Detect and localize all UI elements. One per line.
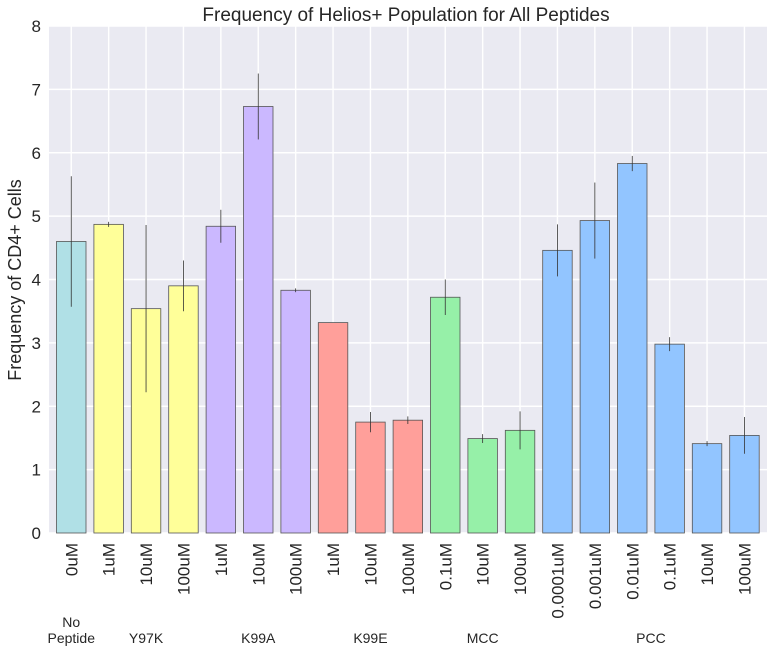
bar (205, 225, 237, 534)
group-label: Peptide (48, 630, 96, 646)
y-tick-label: 5 (32, 207, 41, 226)
bar (392, 419, 424, 534)
y-tick-label: 2 (32, 397, 41, 416)
bar (617, 163, 648, 534)
x-tick-label: 100uM (511, 543, 530, 595)
group-label: MCC (467, 630, 499, 646)
bar (243, 106, 274, 534)
x-tick-label: 10uM (474, 543, 493, 586)
y-axis-label: Frequency of CD4+ Cells (5, 179, 25, 381)
x-tick-label: 0.1uM (436, 543, 455, 590)
x-tick-label: 1uM (100, 543, 119, 576)
y-tick-label: 1 (32, 461, 41, 480)
x-tick-label: 0.0001uM (548, 543, 567, 619)
bar (654, 343, 685, 534)
x-tick-label: 0uM (62, 543, 81, 576)
x-tick-label: 100uM (287, 543, 306, 595)
group-label: Y97K (129, 630, 164, 646)
bar (317, 322, 349, 534)
bar (430, 296, 461, 534)
x-tick-label: 1uM (324, 543, 343, 576)
y-tick-label: 7 (32, 80, 41, 99)
x-tick-label: 0.01uM (623, 543, 642, 600)
y-tick-label: 3 (32, 334, 41, 353)
y-axis-ticks: 0 1 2 3 4 5 6 7 8 (32, 17, 41, 543)
group-label: No (62, 614, 80, 630)
x-tick-label: 10uM (137, 543, 156, 586)
x-tick-label: 0.1uM (661, 543, 680, 590)
bar (467, 438, 498, 534)
bar (355, 421, 386, 534)
x-tick-label: 100uM (174, 543, 193, 595)
error-bars (70, 73, 745, 454)
bar (691, 443, 723, 534)
bar (93, 223, 124, 534)
group-label: K99A (241, 630, 276, 646)
y-tick-label: 4 (32, 271, 41, 290)
y-tick-label: 8 (32, 17, 41, 36)
group-label: K99E (353, 630, 387, 646)
x-tick-label: 10uM (361, 543, 380, 586)
x-tick-label: 0.001uM (586, 543, 605, 609)
bar (542, 249, 573, 534)
x-tick-label: 10uM (698, 543, 717, 586)
y-tick-label: 0 (32, 524, 41, 543)
x-axis-ticks: 0uM 1uM 10uM 100uM 1uM 10uM 100uM 1uM 10uM 100uM 0… (62, 543, 754, 619)
x-tick-label: 100uM (735, 543, 754, 595)
x-tick-label: 10uM (249, 543, 268, 586)
bar (280, 289, 311, 534)
bar (168, 285, 199, 534)
x-tick-label: 100uM (399, 543, 418, 595)
group-label: PCC (636, 630, 666, 646)
bar (579, 220, 610, 534)
y-tick-label: 6 (32, 144, 41, 163)
x-tick-label: 1uM (212, 543, 231, 576)
chart-title: Frequency of Helios+ Population for All … (202, 5, 609, 26)
